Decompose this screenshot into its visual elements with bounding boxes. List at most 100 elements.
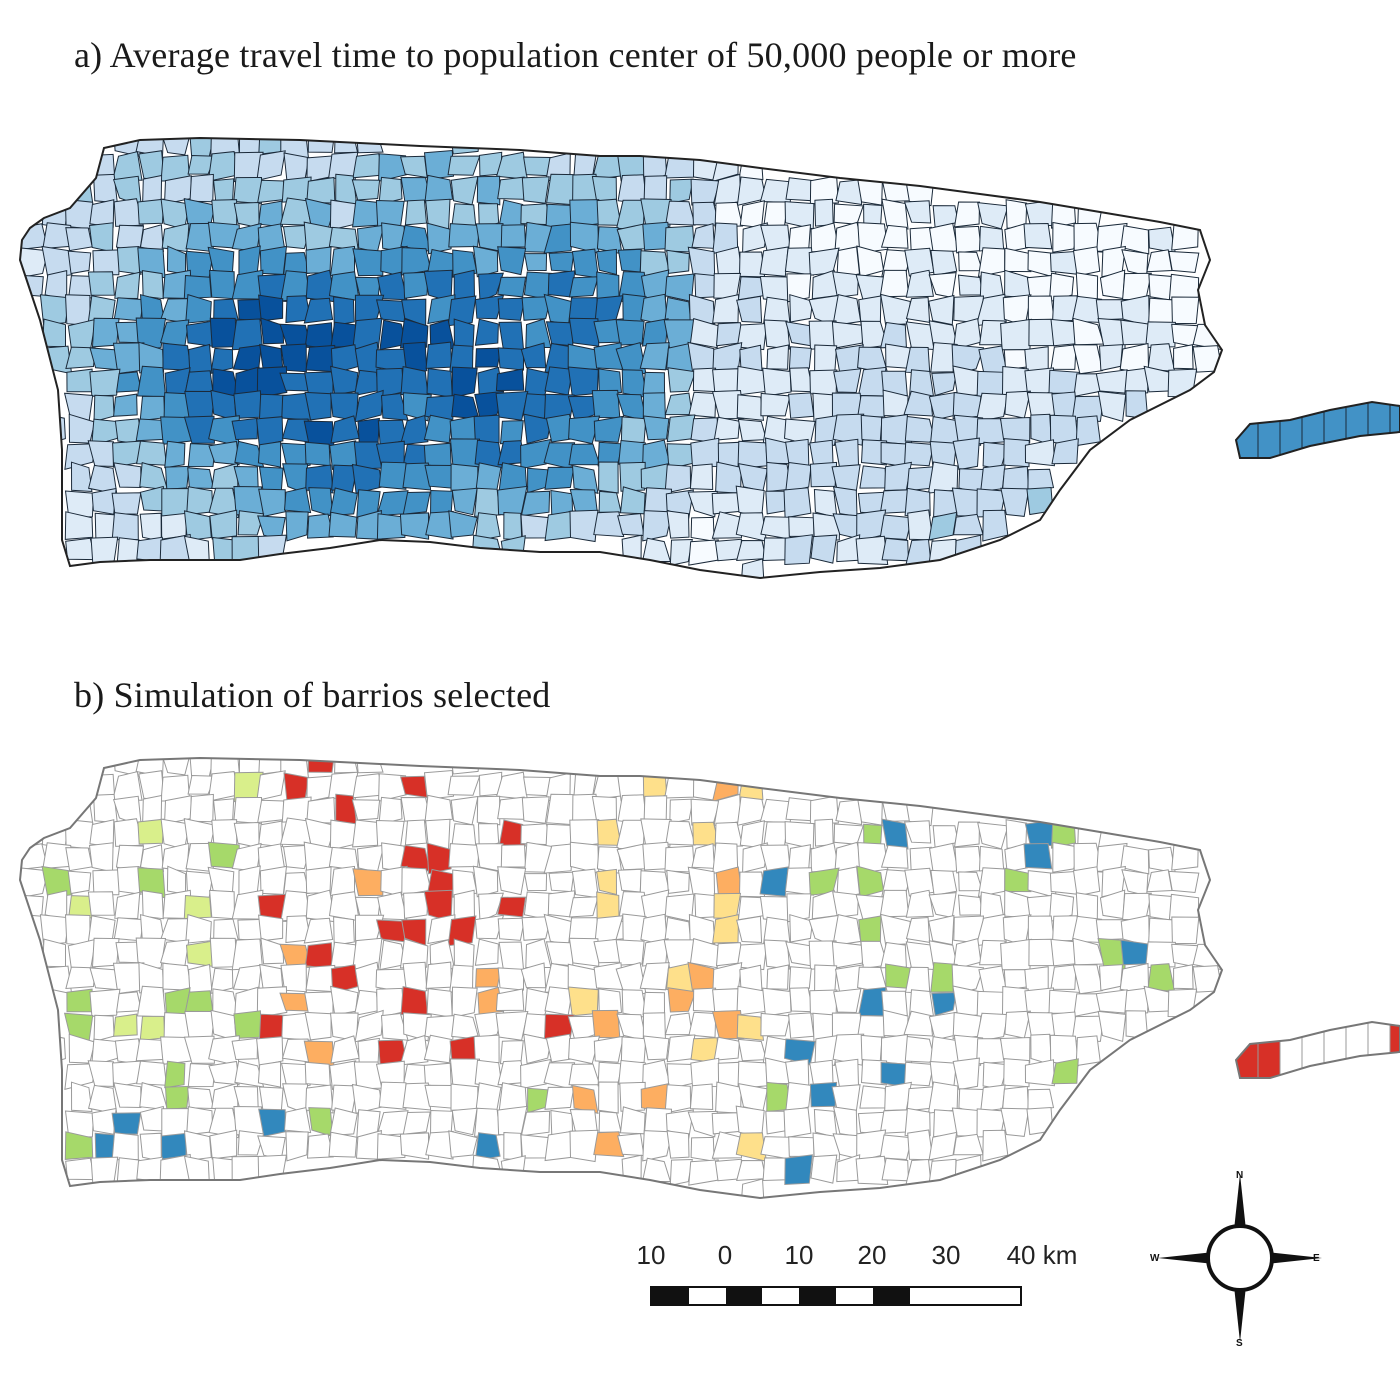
barrio [742,842,768,874]
barrio [304,441,331,467]
barrio [113,1082,142,1109]
barrio [975,293,1007,327]
barrio [453,318,475,350]
barrio [283,152,310,182]
barrio [64,294,91,326]
scale-label: 10 [636,1240,666,1270]
barrio [736,942,768,971]
barrio [739,200,765,229]
barrio [666,869,690,894]
barrio [667,367,697,393]
barrio [1168,273,1200,301]
barrio [476,175,501,206]
barrio [1145,941,1176,969]
barrio [814,818,834,847]
barrio [448,223,480,248]
barrio [521,796,550,824]
barrio [39,294,70,326]
barrio [401,247,432,276]
barrio [376,1133,406,1160]
barrio [65,227,93,252]
barrio [642,1130,673,1162]
barrio [115,371,143,393]
barrio [711,492,742,515]
barrio [544,986,574,1016]
barrio [399,938,429,969]
barrio [957,274,984,296]
barrio [762,537,788,562]
barrio [1051,1058,1079,1085]
barrio [231,1037,259,1061]
barrio [330,865,355,897]
barrio [879,889,910,918]
barrio [497,347,525,371]
barrio [116,865,142,895]
barrio [451,393,480,420]
barrio [958,251,984,272]
barrio [831,321,865,349]
barrio [687,490,718,518]
barrio [809,175,839,205]
barrio [903,1010,934,1037]
barrio [68,413,96,444]
barrio [1030,413,1053,446]
barrio [351,799,381,821]
barrio [1024,1059,1055,1087]
barrio [328,511,358,538]
barrio [904,487,931,517]
barrio [812,1132,841,1162]
barrio [475,1082,502,1113]
barrio [832,1106,858,1137]
barrio [789,294,814,323]
panel-a-title: a) Average travel time to population cen… [74,35,1077,75]
barrio [401,867,432,896]
barrio [833,988,862,1014]
barrio [185,293,212,324]
barrio [475,347,502,368]
barrio [713,416,741,441]
barrio [543,913,573,946]
barrio [835,179,863,206]
barrio [544,466,575,490]
barrio [762,1157,788,1182]
barrio [715,866,743,897]
barrio [87,271,115,296]
island-outline [18,756,1224,1200]
barrio [520,342,547,369]
barrio [474,938,499,966]
barrio [186,486,214,516]
barrio [880,844,909,869]
barrio [690,516,715,542]
barrio [568,1063,601,1086]
barrio [857,222,889,254]
barrio [64,914,91,946]
barrio [474,1132,501,1162]
barrio [257,441,282,468]
barrio [139,1081,169,1111]
barrio [91,1107,117,1135]
barrio [881,818,909,850]
barrio [620,1036,647,1065]
barrio [233,821,260,849]
barrio [783,1107,812,1139]
barrio [425,341,453,369]
barrio [879,1134,913,1161]
barrio [999,1036,1031,1063]
barrio [642,1035,670,1061]
barrio [330,365,359,396]
barrio [351,463,383,494]
barrio [1173,344,1194,370]
barrio [880,224,909,249]
barrio [399,414,429,446]
barrio [690,1136,715,1162]
scale-bar-segment [652,1288,689,1304]
barrio [20,247,49,279]
barrio [285,511,309,542]
barrio [712,913,740,944]
scale-label: 10 [784,1240,814,1270]
barrio [65,346,96,370]
scale-bar [650,1286,1022,1306]
barrio [183,535,210,567]
barrio [1072,344,1104,375]
barrio [497,967,525,991]
